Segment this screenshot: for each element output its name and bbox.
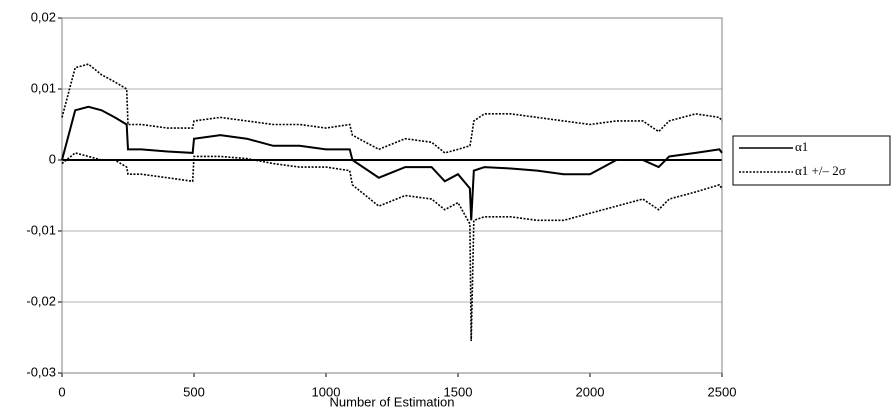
legend-label: α1 [795,139,808,154]
x-tick-label: 1500 [444,384,473,399]
y-tick-label: 0,01 [31,80,56,95]
line-upper [61,63,723,154]
y-tick-label: -0,03 [26,364,56,379]
x-tick-label: 2500 [708,384,737,399]
x-tick-label: 500 [183,384,205,399]
line-lower [61,152,723,342]
y-tick-label: 0,02 [31,9,56,24]
plot-frame [61,17,723,374]
legend-label: α1 +/– 2σ [795,163,846,178]
legend-box [732,135,891,186]
line-values [61,105,723,221]
y-tick-label: 0 [49,151,56,166]
x-axis-label: Number of Estimation [330,394,455,409]
x-tick-label: 1000 [312,384,341,399]
x-tick-label: 0 [58,384,65,399]
y-tick-label: -0,01 [26,222,56,237]
x-tick-label: 2000 [576,384,605,399]
y-tick-label: -0,02 [26,293,56,308]
